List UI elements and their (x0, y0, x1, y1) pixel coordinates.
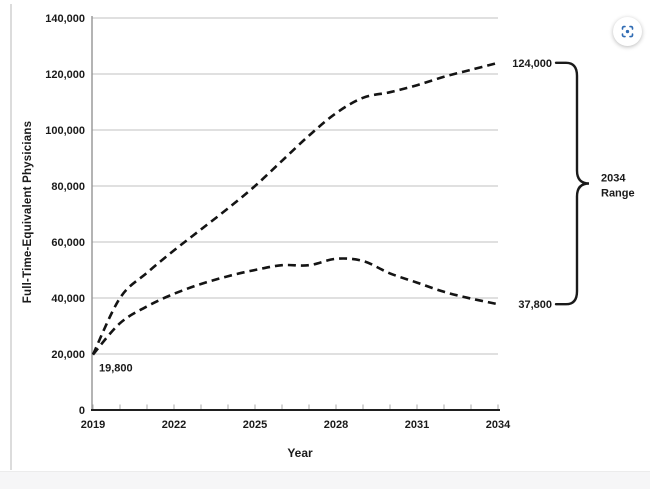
x-tick-label: 2034 (486, 419, 511, 431)
x-axis-title: Year (287, 446, 313, 460)
range-label-line1: 2034 (601, 172, 626, 184)
y-tick-label: 60,000 (51, 237, 85, 249)
image-search-button[interactable] (613, 17, 642, 46)
y-tick-label: 140,000 (45, 13, 85, 25)
panel-divider (10, 4, 12, 470)
range-brace (554, 61, 590, 306)
x-tick-label: 2028 (324, 419, 348, 431)
x-tick-label: 2019 (81, 419, 105, 431)
range-label-line2: Range (601, 187, 635, 199)
upper-projection-line (91, 61, 499, 356)
lower-end-value-label: 37,800 (518, 299, 552, 311)
physician-projection-chart: 0 20,000 40,000 60,000 80,000 100,000 120,000 1… (22, 13, 635, 460)
y-axis-title: Full-Time-Equivalent Physicians (22, 120, 34, 304)
y-tick-label: 100,000 (45, 125, 85, 137)
y-tick-label: 120,000 (45, 69, 85, 81)
x-tick-label: 2025 (243, 419, 267, 431)
start-value-label: 19,800 (99, 363, 133, 375)
y-tick-label: 20,000 (51, 349, 85, 361)
lower-projection-line (92, 257, 499, 356)
chart-canvas: 0 20,000 40,000 60,000 80,000 100,000 120,000 1… (45, 13, 635, 431)
footer-strip (0, 471, 650, 489)
y-tick-label: 0 (79, 405, 85, 417)
x-tick-label: 2031 (405, 419, 429, 431)
lens-viewfinder-icon (621, 25, 634, 38)
x-tick-label: 2022 (162, 419, 186, 431)
upper-end-value-label: 124,000 (512, 58, 552, 70)
y-tick-label: 80,000 (51, 181, 85, 193)
y-tick-label: 40,000 (51, 293, 85, 305)
